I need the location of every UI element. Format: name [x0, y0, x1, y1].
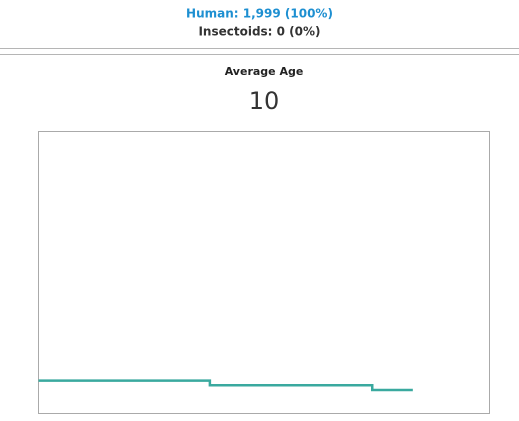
line-series [38, 379, 413, 392]
legend-entry: Insectoids: 0 (0%) [198, 25, 320, 39]
legend-entry: Human: 1,999 (100%) [186, 7, 333, 21]
plot-area [38, 131, 490, 414]
chart-title: Average Age [225, 65, 304, 78]
current-value: 10 [249, 87, 280, 115]
